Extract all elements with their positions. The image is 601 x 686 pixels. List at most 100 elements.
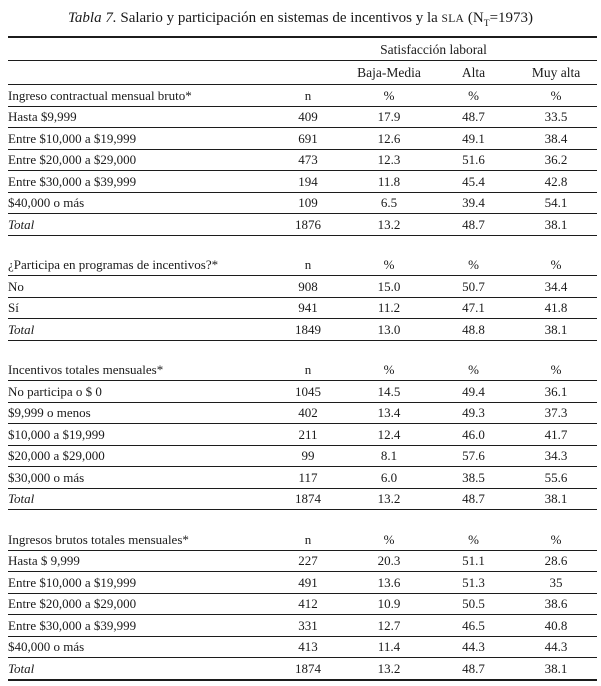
row-label: Hasta $9,999 [8,106,270,128]
table-title-n-open: (N [464,10,484,26]
group-header-empty-cell [8,36,270,61]
group-header-row: Satisfacción laboral [8,36,598,61]
row-label: Hasta $ 9,999 [8,550,270,572]
cell-n: 908 [270,275,346,298]
table-title-n-close: =1973) [489,10,534,26]
cell-n: 194 [270,170,346,193]
total-row: Total 1876 13.2 48.7 38.1 [8,213,598,236]
unit-pct: % [432,84,515,107]
cell-pct-baja-media: 13.0 [346,318,432,341]
cell-pct-alta: 49.1 [432,127,515,150]
row-label: Entre $10,000 a $19,999 [8,571,270,594]
cell-pct-baja-media: 12.7 [346,614,432,637]
cell-pct-baja-media: 12.3 [346,149,432,171]
cell-n: 412 [270,593,346,615]
cell-pct-alta: 48.7 [432,213,515,236]
cell-pct-baja-media: 12.6 [346,127,432,150]
cell-n: 1874 [270,488,346,510]
row-label: Entre $30,000 a $39,999 [8,170,270,193]
row-label: Entre $20,000 a $29,000 [8,149,270,171]
cell-pct-baja-media: 11.2 [346,297,432,319]
total-row: Total 1849 13.0 48.8 38.1 [8,318,598,341]
cell-pct-alta: 48.7 [432,657,515,681]
cell-pct-baja-media: 20.3 [346,550,432,572]
table-title-n-subscript: T [483,19,490,29]
table-row: $30,000 o más 117 6.0 38.5 55.6 [8,466,598,489]
table-title: Tabla 7. Salario y participación en sist… [0,0,601,36]
cell-n: 941 [270,297,346,319]
table-row: No participa o $ 0 1045 14.5 49.4 36.1 [8,380,598,403]
table-row: Entre $30,000 a $39,999 331 12.7 46.5 40… [8,614,598,637]
unit-pct: % [432,359,515,381]
table-row: Hasta $9,999 409 17.9 48.7 33.5 [8,106,598,128]
cell-pct-muy-alta: 33.5 [515,106,598,128]
cell-n: 473 [270,149,346,171]
table-title-number: Tabla 7. [67,10,117,26]
cell-pct-baja-media: 12.4 [346,423,432,446]
cell-pct-baja-media: 11.4 [346,636,432,658]
cell-n: 409 [270,106,346,128]
table-row: $40,000 o más 413 11.4 44.3 44.3 [8,636,598,658]
cell-n: 331 [270,614,346,637]
section-header-label: Incentivos totales mensuales* [8,359,270,381]
group-header-label: Satisfacción laboral [270,36,598,61]
cell-pct-muy-alta: 34.3 [515,445,598,467]
table-row: No 908 15.0 50.7 34.4 [8,275,598,298]
cell-n: 109 [270,192,346,214]
total-row: Total 1874 13.2 48.7 38.1 [8,488,598,510]
cell-pct-alta: 48.7 [432,488,515,510]
table-row: Entre $10,000 a $19,999 691 12.6 49.1 38… [8,127,598,150]
cell-pct-alta: 39.4 [432,192,515,214]
cell-pct-muy-alta: 42.8 [515,170,598,193]
table-row: Entre $20,000 a $29,000 412 10.9 50.5 38… [8,593,598,615]
cell-pct-muy-alta: 41.7 [515,423,598,446]
cell-pct-muy-alta: 28.6 [515,550,598,572]
cell-n: 1045 [270,380,346,403]
cell-pct-alta: 46.5 [432,614,515,637]
table-title-sla-acronym: SLA [441,13,465,25]
cell-pct-muy-alta: 40.8 [515,614,598,637]
total-row: Total 1874 13.2 48.7 38.1 [8,657,598,681]
cell-pct-alta: 44.3 [432,636,515,658]
cell-n: 402 [270,402,346,424]
cell-pct-baja-media: 10.9 [346,593,432,615]
cell-pct-baja-media: 8.1 [346,445,432,467]
unit-pct: % [432,529,515,551]
cell-pct-alta: 45.4 [432,170,515,193]
cell-pct-baja-media: 6.5 [346,192,432,214]
unit-n: n [270,84,346,107]
row-label: $40,000 o más [8,192,270,214]
cell-pct-baja-media: 13.2 [346,488,432,510]
unit-pct: % [515,529,598,551]
cell-pct-muy-alta: 36.1 [515,380,598,403]
cell-n: 99 [270,445,346,467]
section-spacer [8,510,597,530]
cell-pct-muy-alta: 38.1 [515,318,598,341]
column-header-empty-cell [8,60,270,85]
column-header-n-empty [270,60,346,85]
cell-pct-alta: 51.6 [432,149,515,171]
cell-pct-baja-media: 17.9 [346,106,432,128]
column-header-alta: Alta [432,60,515,85]
cell-pct-baja-media: 14.5 [346,380,432,403]
unit-pct: % [346,84,432,107]
unit-n: n [270,529,346,551]
total-label: Total [8,318,270,341]
cell-pct-baja-media: 13.4 [346,402,432,424]
cell-pct-muy-alta: 55.6 [515,466,598,489]
table-row: Entre $30,000 a $39,999 194 11.8 45.4 42… [8,170,598,193]
table-title-text: Salario y participación en sistemas de i… [116,10,442,26]
table-row: $10,000 a $19,999 211 12.4 46.0 41.7 [8,423,598,446]
column-header-baja-media: Baja-Media [346,60,432,85]
cell-pct-alta: 49.3 [432,402,515,424]
cell-pct-alta: 50.5 [432,593,515,615]
cell-pct-muy-alta: 36.2 [515,149,598,171]
column-header-row: Baja-Media Alta Muy alta [8,60,598,85]
cell-pct-alta: 47.1 [432,297,515,319]
cell-pct-muy-alta: 54.1 [515,192,598,214]
satisfaction-table: Satisfacción laboral Baja-Media Alta Muy… [8,36,598,681]
cell-pct-alta: 49.4 [432,380,515,403]
cell-pct-alta: 50.7 [432,275,515,298]
unit-pct: % [346,359,432,381]
cell-pct-muy-alta: 37.3 [515,402,598,424]
